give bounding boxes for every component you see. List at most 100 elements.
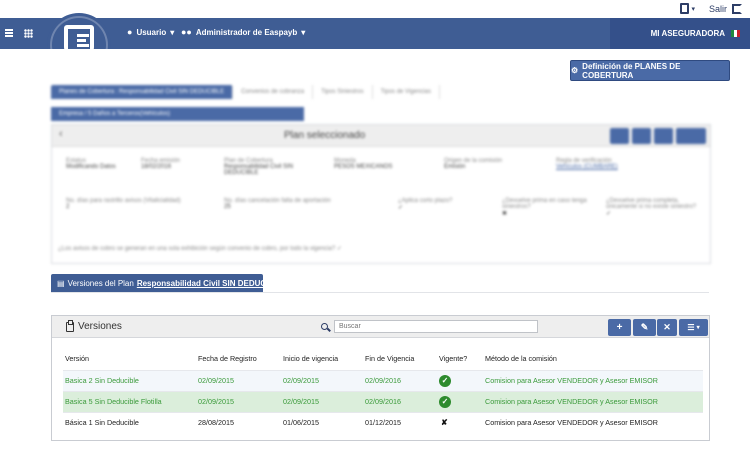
col-vigente[interactable]: Vigente? [439, 354, 468, 364]
brand-name: MI ASEGURADORA [650, 29, 725, 38]
mexico-flag-icon [731, 30, 740, 37]
col-fecha-registro[interactable]: Fecha de Registro [198, 354, 257, 364]
versions-table: Versión Fecha de Registro Inicio de vige… [63, 348, 703, 433]
cell-fin: 02/09/2016 [363, 390, 437, 412]
check-circle-icon: ✓ [439, 374, 451, 387]
col-fin-vigencia[interactable]: Fin de Vigencia [365, 354, 415, 364]
cell-vigente: ✓ [437, 390, 483, 412]
cell-inicio: 02/09/2015 [281, 369, 363, 391]
print-button[interactable] [610, 128, 629, 144]
menu-button[interactable] [676, 128, 706, 144]
plan-card-title: Plan seleccionado [284, 130, 366, 141]
versions-title: Versiones [66, 319, 122, 332]
versions-tab-prefix: Versiones del Plan [67, 279, 134, 288]
versions-title-text: Versiones [78, 321, 122, 332]
field-avisos-cobro: ¿Los avisos de cobro se generan en una s… [58, 246, 342, 252]
cell-inicio: 02/09/2015 [281, 390, 363, 412]
user-icon: ● [127, 27, 133, 37]
chevron-down-icon: ▾ [691, 5, 695, 13]
pencil-icon: ✎ [640, 322, 649, 332]
add-version-button[interactable]: + [608, 319, 631, 336]
table-row[interactable]: Basica 2 Sin Deducible 02/09/2015 02/09/… [63, 369, 703, 391]
clipboard-icon [66, 319, 74, 332]
user-menu[interactable]: ● Usuario ▾ [127, 27, 174, 37]
chevron-down-icon: ▾ [301, 27, 306, 37]
cell-vigente: ✘ [437, 411, 483, 433]
col-metodo-comision[interactable]: Método de la comisión [485, 354, 557, 364]
cell-registro: 02/09/2015 [196, 390, 281, 412]
delete-version-button[interactable]: ✕ [657, 319, 677, 336]
versions-plan-tab[interactable]: ▤ Versiones del Plan Responsabilidad Civ… [51, 274, 284, 293]
field-estatus: Estatus Modificando Datos [66, 158, 116, 170]
field-rastrillo: No. días para rastrillo avisos (Vitalici… [66, 198, 181, 210]
field-fecha: Fecha emisión 18/02/2016 [141, 158, 181, 170]
cell-metodo: Comision para Asesor VENDEDOR y Asesor E… [483, 411, 703, 433]
cell-registro: 28/08/2015 [196, 411, 281, 433]
list-icon: ☰ [687, 323, 695, 332]
plan-card-toolbar [610, 128, 706, 144]
tab-siniestros[interactable]: Tipos Siniestros [313, 85, 373, 99]
field-plan: Plan de Cobertura Responsabilidad Civil S… [224, 158, 294, 176]
exit-link[interactable]: Salir [708, 3, 742, 14]
plan-selected-card: ‹ Plan seleccionado Estatus Modificando D… [51, 124, 711, 264]
versions-panel-header: Versiones + ✎ ✕ ☰▾ [52, 316, 709, 338]
logout-icon [732, 3, 742, 14]
definition-plans-button[interactable]: ⚙ Definición de PLANES DE COBERTURA [570, 60, 730, 81]
field-corto-plazo: ¿Aplica corto plazo? ✓ [398, 198, 453, 211]
chevron-down-icon: ▾ [696, 325, 700, 331]
plan-card-header: ‹ Plan seleccionado [52, 125, 710, 147]
plus-icon: + [616, 322, 623, 333]
chevron-down-icon: ▾ [170, 27, 175, 37]
exit-label: Salir [708, 3, 727, 14]
cell-fin: 02/09/2016 [363, 369, 437, 391]
cell-vigente: ✓ [437, 369, 483, 391]
versions-panel: Versiones + ✎ ✕ ☰▾ Versión Fecha de Regi… [51, 315, 710, 441]
cell-metodo: Comision para Asesor VENDEDOR y Asesor E… [483, 369, 703, 391]
gear-button[interactable] [632, 128, 651, 144]
admin-menu[interactable]: ●● Administrador de Easpayb ▾ [181, 27, 305, 37]
section-divider [51, 292, 709, 293]
list-options-button[interactable]: ☰ ▾ [679, 319, 708, 336]
document-icon [680, 3, 690, 14]
settings-icon: ⚙ [571, 66, 579, 75]
field-moneda: Moneda PESOS MEXICANOS [334, 158, 393, 170]
tab-convenios[interactable]: Convenios de cobranza [233, 85, 314, 99]
chevron-left-icon[interactable]: ‹ [59, 128, 63, 140]
cell-version: Basica 5 Sin Deducible Flotilla [63, 390, 196, 412]
apps-grid-icon[interactable] [24, 29, 33, 38]
edit-button[interactable] [654, 128, 673, 144]
field-cancelacion: No. días cancelación falta de aportación… [224, 198, 331, 210]
cell-version: Básica 1 Sin Deducible [63, 411, 196, 433]
cell-registro: 02/09/2015 [196, 369, 281, 391]
table-row[interactable]: Basica 5 Sin Deducible Flotilla 02/09/20… [63, 390, 703, 412]
search-icon [321, 323, 328, 330]
col-version[interactable]: Versión [65, 354, 89, 364]
plan-details-panel: Planes de Cobertura : Responsabilidad Ci… [51, 80, 711, 264]
cell-inicio: 01/06/2015 [281, 411, 363, 433]
check-circle-icon: ✓ [439, 395, 451, 408]
table-row[interactable]: Básica 1 Sin Deducible 28/08/2015 01/06/… [63, 411, 703, 433]
main-navbar: ● Usuario ▾ ●● Administrador de Easpayb … [0, 16, 750, 74]
versions-tab-plan[interactable]: Responsabilidad Civil SIN DEDUCIBLE [136, 279, 285, 288]
hamburger-menu-icon[interactable] [5, 29, 13, 37]
cell-fin: 01/12/2015 [363, 411, 437, 433]
table-header-row: Versión Fecha de Registro Inicio de vige… [63, 348, 703, 370]
search-box [321, 320, 538, 333]
documents-menu[interactable]: ▾ [680, 3, 695, 14]
tab-planes-cobertura[interactable]: Planes de Cobertura : Responsabilidad Ci… [51, 85, 234, 99]
field-devuelve-completa: ¿Devuelve prima completa, únicamente si … [606, 198, 697, 217]
admin-menu-label: Administrador de Easpayb [195, 27, 298, 37]
edit-version-button[interactable]: ✎ [633, 319, 656, 336]
company-brand: MI ASEGURADORA [610, 18, 750, 49]
top-utility-bar: ▾ Salir [0, 0, 750, 18]
definition-button-label: Definición de PLANES DE COBERTURA [582, 61, 681, 80]
clipboard-icon: ▤ [57, 279, 65, 288]
search-input[interactable] [334, 320, 538, 333]
cell-version: Basica 2 Sin Deducible [63, 369, 196, 391]
field-devuelve-prima: ¿Devuelve prima en caso tenga siniestros… [502, 198, 587, 217]
tab-vigencias[interactable]: Tipos de Vigencias [373, 85, 440, 99]
col-inicio-vigencia[interactable]: Inicio de vigencia [283, 354, 339, 364]
user-menu-label: Usuario [136, 27, 167, 37]
x-mark-icon: ✘ [441, 418, 448, 428]
subtab-empresa[interactable]: Empresa / 5 Daños a Terceros(Vehículos) [51, 107, 304, 121]
